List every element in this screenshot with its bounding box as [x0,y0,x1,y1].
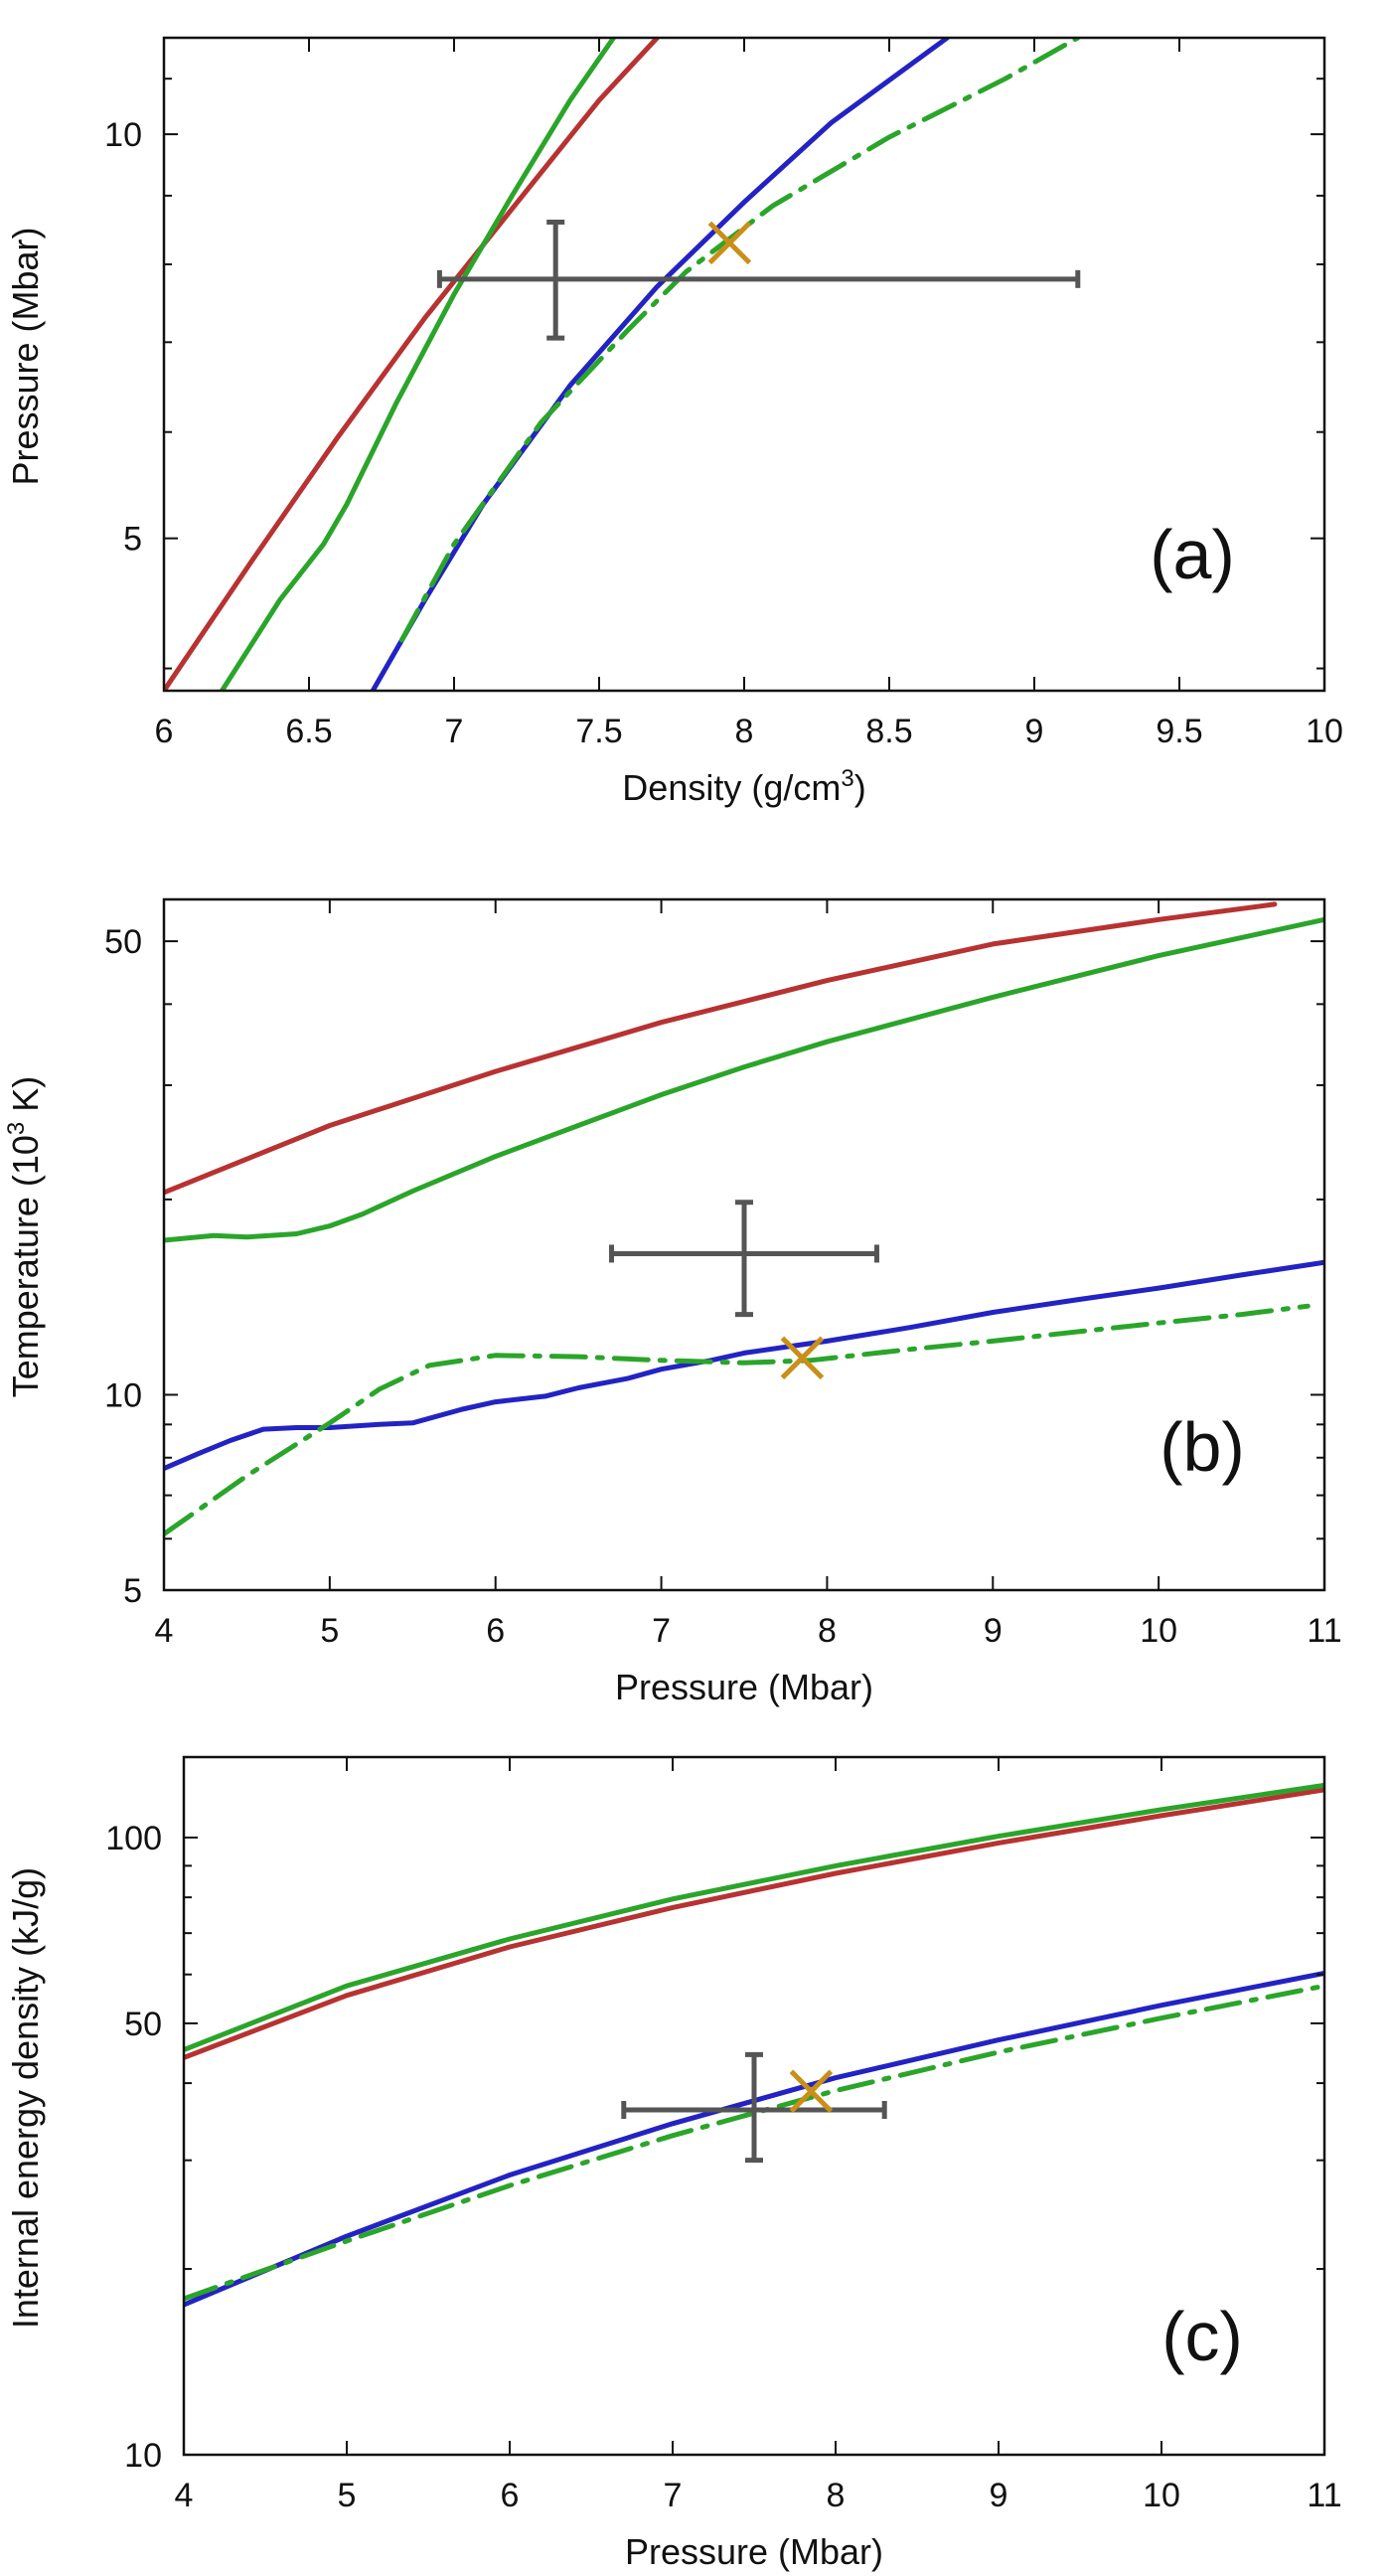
error-bar [621,2051,887,2164]
series-line-green [184,1782,1324,2052]
y-tick-label: 5 [123,521,142,559]
panel-label: (c) [1161,2298,1243,2375]
panel-label: (a) [1150,516,1235,593]
series-line-red [184,1787,1324,2060]
x-tick-label: 4 [175,2477,194,2514]
x-tick-label: 7 [445,713,464,750]
x-tick-label: 6 [486,1612,505,1650]
y-axis-label: Pressure (Mbar) [5,227,46,485]
x-tick-label: 11 [1307,1612,1341,1650]
x-axis-label: Pressure (Mbar) [615,1667,873,1707]
x-tick-label: 8 [827,2477,846,2514]
x-marker [707,221,752,265]
x-tick-label: 8 [818,1612,837,1650]
series-line-green [219,38,617,691]
x-tick-label: 6.5 [285,713,332,750]
series-group [164,38,1081,691]
x-tick-label: 9 [1025,713,1044,750]
panel-c: 4 5 6 7 8 9 10 11 10 50 100 Pressure (Mbar) Internal… [5,1755,1342,2572]
x-tick-label: 8.5 [865,713,912,750]
y-tick-label: 10 [104,1376,142,1414]
x-tick-label: 11 [1307,2477,1341,2514]
x-tick-label: 10 [1306,713,1343,750]
x-marker [789,2069,834,2114]
series-line-green [164,916,1324,1243]
series-group [184,1782,1324,2308]
x-tick-label: 4 [155,1612,174,1650]
panel-a: 6 6.5 7 7.5 8 8.5 9 9.5 10 5 10 Density (g/cm3) Pres… [5,36,1343,808]
series-line-green-dashdot [398,38,1081,643]
y-tick-label: 5 [123,1572,142,1610]
y-axis-label: Internal energy density (kJ/g) [5,1867,46,2329]
x-tick-label: 6 [501,2477,520,2514]
x-marker [780,1336,825,1380]
x-tick-label: 7 [664,2477,683,2514]
series-line-green-dashdot [184,1983,1324,2302]
y-tick-label: 100 [105,1820,162,1857]
series-line-green-dashdot [164,1303,1311,1537]
x-tick-label: 9 [984,1612,1003,1650]
series-line-blue [370,38,950,691]
y-tick-label: 50 [104,923,142,961]
x-tick-label: 6 [155,713,174,750]
x-tick-label: 9 [990,2477,1008,2514]
y-tick-label: 10 [124,2437,162,2475]
x-tick-label: 7.5 [575,713,622,750]
series-group [164,901,1324,1537]
y-tick-label: 10 [104,116,142,154]
x-tick-label: 5 [338,2477,357,2514]
series-line-red [164,901,1278,1196]
x-tick-label: 8 [735,713,754,750]
x-tick-label: 9.5 [1156,713,1202,750]
plot-frame [162,897,1326,1592]
error-bar [436,220,1081,341]
y-axis-label: Temperature (103 K) [3,1076,46,1398]
x-axis-label: Density (g/cm3) [622,765,865,808]
x-axis-label: Pressure (Mbar) [625,2531,883,2572]
plot-frame [182,1755,1326,2457]
panel-label: (b) [1159,1408,1245,1486]
series-line-blue [164,1259,1324,1472]
error-bar [609,1200,879,1318]
x-tick-label: 10 [1140,1612,1177,1650]
series-line-red [164,38,660,691]
x-tick-label: 10 [1143,2477,1180,2514]
y-tick-label: 50 [124,2006,162,2043]
x-tick-label: 5 [320,1612,339,1650]
x-tick-label: 7 [652,1612,671,1650]
